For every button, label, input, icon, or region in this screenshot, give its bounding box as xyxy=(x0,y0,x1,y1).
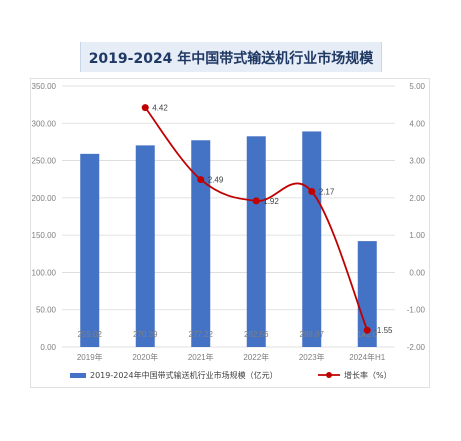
growth-rate-line xyxy=(144,107,369,331)
x-tick-label: 2019年 xyxy=(77,352,103,362)
y-left-tick-label: 100.00 xyxy=(32,268,57,277)
bar-value-label: 277.22 xyxy=(189,330,214,339)
y-right-tick-label: 5.00 xyxy=(409,82,425,91)
y-left-tick-label: 200.00 xyxy=(32,194,57,203)
chart-title-banner: 2019-2024 年中国带式输送机行业市场规模 xyxy=(80,42,382,72)
bar-value-label: 282.56 xyxy=(244,330,269,339)
growth-rate-point xyxy=(197,176,205,184)
growth-rate-label: 1.92 xyxy=(263,197,279,206)
bar xyxy=(191,140,211,347)
growth-rate-label: 2.17 xyxy=(319,188,335,197)
bar-value-label: 289.07 xyxy=(300,330,325,339)
x-tick-label: 2024年H1 xyxy=(349,352,386,362)
legend-bar-label: 2019-2024年中国带式输送机行业市场规模（亿元） xyxy=(90,370,278,380)
legend-bar-swatch xyxy=(70,373,86,378)
growth-rate-label: 2.49 xyxy=(208,176,224,185)
y-left-tick-label: 150.00 xyxy=(32,231,57,240)
x-tick-label: 2021年 xyxy=(188,352,214,362)
growth-rate-point xyxy=(363,326,371,334)
chart-frame xyxy=(30,78,430,388)
bar-value-label: 142.0 xyxy=(357,330,378,339)
growth-rate-label: 4.42 xyxy=(152,104,168,113)
bar xyxy=(302,131,322,347)
y-right-tick-label: -2.00 xyxy=(407,343,426,352)
y-right-tick-label: 1.00 xyxy=(409,231,425,240)
growth-rate-point xyxy=(252,197,260,205)
y-right-tick-label: 2.00 xyxy=(409,194,425,203)
y-left-tick-label: 300.00 xyxy=(32,119,57,128)
bar-value-label: 259.02 xyxy=(78,330,103,339)
y-right-tick-label: 4.00 xyxy=(409,119,425,128)
y-right-tick-label: 0.00 xyxy=(409,268,425,277)
y-left-tick-label: 250.00 xyxy=(32,157,57,166)
growth-rate-label: -1.55 xyxy=(374,326,393,335)
y-left-tick-label: 0.00 xyxy=(40,343,56,352)
bar xyxy=(357,241,377,347)
legend-line-label: 增长率（%） xyxy=(344,370,392,380)
bar xyxy=(80,153,100,347)
growth-rate-point xyxy=(141,104,149,112)
x-tick-label: 2020年 xyxy=(132,352,158,362)
x-tick-label: 2022年 xyxy=(243,352,269,362)
y-right-tick-label: -1.00 xyxy=(407,306,426,315)
y-left-tick-label: 50.00 xyxy=(36,306,57,315)
bar xyxy=(135,145,155,347)
bar-value-label: 270.39 xyxy=(133,330,158,339)
chart-title: 2019-2024 年中国带式输送机行业市场规模 xyxy=(88,51,374,67)
y-left-tick-label: 350.00 xyxy=(32,82,57,91)
bar xyxy=(246,136,266,347)
growth-rate-point xyxy=(308,188,316,196)
legend-line-marker xyxy=(326,372,332,378)
x-tick-label: 2023年 xyxy=(299,352,325,362)
y-right-tick-label: 3.00 xyxy=(409,157,425,166)
